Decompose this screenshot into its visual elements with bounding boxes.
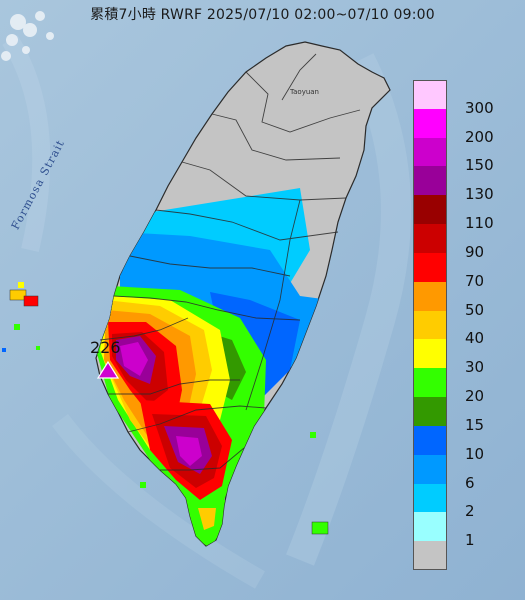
city-label: Taoyuan (290, 88, 319, 96)
legend-label: 200 (465, 127, 494, 146)
legend-swatch (413, 454, 447, 484)
legend-swatch (413, 224, 447, 253)
legend-swatch (413, 397, 447, 426)
legend-swatch (413, 281, 447, 311)
legend-swatch (413, 108, 447, 138)
legend-label: 10 (465, 444, 485, 463)
legend-label: 15 (465, 415, 485, 434)
legend-label: 1 (465, 531, 475, 550)
legend-label: 20 (465, 387, 485, 406)
map-title: 累積7小時 RWRF 2025/07/10 02:00~07/10 09:00 (90, 7, 435, 23)
legend-swatch (413, 137, 447, 167)
legend-swatch (413, 425, 447, 455)
rain-band-south-magenta (176, 436, 202, 466)
legend-label: 50 (465, 300, 485, 319)
legend-label: 30 (465, 358, 485, 377)
legend-label: 2 (465, 502, 475, 521)
max-rainfall-value: 226 (90, 338, 121, 357)
legend-swatch (413, 541, 447, 570)
legend-label: 130 (465, 185, 494, 204)
legend-label: 300 (465, 98, 494, 117)
legend-label: 150 (465, 156, 494, 175)
max-rainfall-marker (96, 360, 120, 379)
color-legend: 300 200 150 130 110 90 70 50 40 30 20 15 10 6 2 1 (413, 80, 513, 570)
legend-swatch (413, 512, 447, 542)
ocean-texture (2, 35, 411, 589)
legend-label: 70 (465, 271, 485, 290)
legend-label: 6 (465, 473, 475, 492)
legend-swatch (413, 252, 447, 282)
legend-label: 40 (465, 329, 485, 348)
offshore-islands (2, 282, 329, 535)
legend-swatch (413, 166, 447, 196)
legend-label: 110 (465, 214, 494, 233)
cloud-blobs (1, 11, 54, 61)
legend-swatch (413, 483, 447, 513)
legend-swatch (413, 339, 447, 369)
legend-label: 90 (465, 242, 485, 261)
legend-swatch (413, 195, 447, 225)
legend-frame (413, 80, 447, 570)
legend-swatch (413, 310, 447, 340)
legend-swatch (413, 368, 447, 398)
county-boundaries (99, 53, 361, 471)
rain-band-tip-yellow (198, 508, 216, 530)
rain-band-150 (120, 342, 148, 376)
legend-swatch (413, 80, 447, 109)
